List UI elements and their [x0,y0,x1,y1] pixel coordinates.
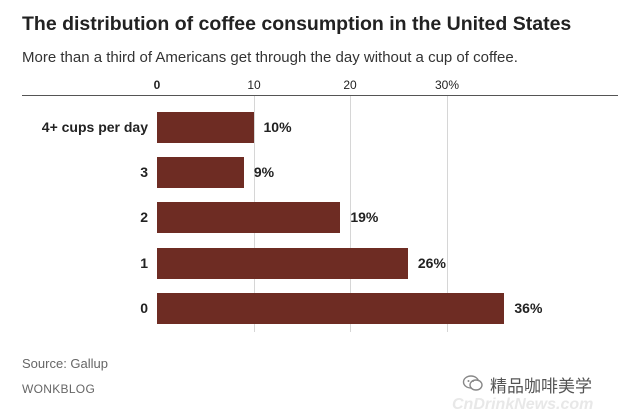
brand-label: WONKBLOG [22,382,96,396]
value-label: 26% [417,255,446,271]
category-label: 1 [140,255,148,271]
x-tick-label: 0 [153,78,161,92]
watermark-text: 精品咖啡美学 [490,377,592,396]
value-label: 19% [350,209,379,225]
bar [157,202,341,233]
category-label: 3 [140,164,148,180]
category-label: 4+ cups per day [41,119,148,135]
bar [157,248,408,279]
value-label: 9% [253,164,275,180]
gridline [446,96,448,332]
axis-rule [22,95,618,96]
bar [157,112,254,143]
source-note: Source: Gallup [22,356,108,371]
chart-subtitle: More than a third of Americans get throu… [22,49,518,66]
gridline [350,96,351,332]
value-label: 10% [263,119,292,135]
bar [157,157,244,188]
x-tick-label: 20 [343,78,357,92]
category-label: 0 [140,300,148,316]
bar [157,293,505,324]
value-label: 36% [514,300,543,316]
wechat-logo-icon [462,375,483,391]
category-label: 2 [140,209,148,225]
watermark-url: CnDrinkNews.com [452,396,594,413]
x-tick-label: 30% [434,78,460,92]
x-tick-label: 10 [247,78,261,92]
chart-title: The distribution of coffee consumption i… [22,13,572,35]
